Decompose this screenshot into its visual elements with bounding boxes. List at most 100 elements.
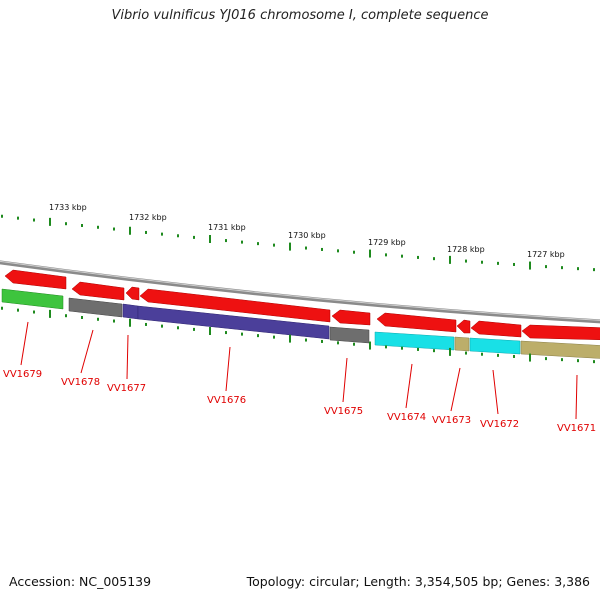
inner-minor-tick xyxy=(113,319,115,323)
inner-minor-tick xyxy=(177,326,179,330)
outer-minor-tick xyxy=(97,225,99,229)
outer-minor-tick xyxy=(193,235,195,239)
inner-minor-tick xyxy=(273,335,275,339)
outer-major-tick xyxy=(369,249,371,258)
inner-minor-tick xyxy=(145,322,147,326)
gene-arrow-reverse[interactable] xyxy=(4,269,67,290)
outer-minor-tick xyxy=(305,246,307,250)
gene-block-vv1671[interactable] xyxy=(520,340,600,359)
inner-major-tick xyxy=(129,318,131,327)
inner-minor-tick xyxy=(1,306,3,310)
outer-minor-tick xyxy=(321,247,323,251)
gene-label-leaders xyxy=(20,321,578,420)
gene-label-vv1678[interactable]: VV1678 xyxy=(61,377,100,388)
outer-minor-tick xyxy=(225,239,227,243)
inner-tick-track xyxy=(1,306,595,364)
outer-minor-tick xyxy=(545,265,547,269)
outer-minor-tick xyxy=(433,257,435,261)
gene-label-vv1677[interactable]: VV1677 xyxy=(107,383,146,394)
outer-minor-tick xyxy=(401,254,403,258)
gene-arrow-reverse[interactable] xyxy=(456,319,471,334)
outer-minor-tick xyxy=(145,230,147,234)
gene-arrow-reverse[interactable] xyxy=(376,312,457,333)
gene-arrow-reverse[interactable] xyxy=(139,288,331,323)
inner-minor-tick xyxy=(81,316,83,320)
scale-label-1733: 1733 kbp xyxy=(49,203,87,212)
gene-label-vv1675[interactable]: VV1675 xyxy=(324,406,363,417)
leader-vv1676 xyxy=(225,346,231,392)
gene-block-vv1672[interactable] xyxy=(469,337,521,355)
gene-label-vv1679[interactable]: VV1679 xyxy=(3,369,42,380)
gene-block-vv1677[interactable] xyxy=(122,303,139,320)
inner-major-tick xyxy=(49,309,51,318)
inner-minor-tick xyxy=(97,317,99,321)
scale-label-1730: 1730 kbp xyxy=(288,231,326,240)
leader-vv1675 xyxy=(342,357,348,403)
inner-minor-tick xyxy=(385,345,387,349)
inner-minor-tick xyxy=(241,332,243,336)
gene-arrow-reverse[interactable] xyxy=(125,286,140,301)
inner-major-tick xyxy=(209,326,211,335)
scale-label-1732: 1732 kbp xyxy=(129,213,167,222)
outer-minor-tick xyxy=(177,234,179,238)
scale-label-1728: 1728 kbp xyxy=(447,245,485,254)
leader-vv1673 xyxy=(450,367,461,412)
inner-minor-tick xyxy=(161,324,163,328)
leader-vv1677 xyxy=(126,334,129,380)
gene-label-vv1672[interactable]: VV1672 xyxy=(480,419,519,430)
leader-vv1672 xyxy=(492,369,499,415)
gene-arrow-reverse[interactable] xyxy=(331,309,371,326)
scale-label-1731: 1731 kbp xyxy=(208,223,246,232)
outer-major-tick xyxy=(209,234,211,243)
outer-minor-tick xyxy=(65,222,67,226)
gene-label-vv1674[interactable]: VV1674 xyxy=(387,412,426,423)
inner-minor-tick xyxy=(481,352,483,356)
outer-minor-tick xyxy=(161,232,163,236)
outer-minor-tick xyxy=(33,218,35,222)
inner-minor-tick xyxy=(321,339,323,343)
outer-minor-tick xyxy=(513,262,515,266)
inner-major-tick xyxy=(529,353,531,362)
outer-minor-tick xyxy=(257,242,259,246)
inner-minor-tick xyxy=(561,358,563,362)
genome-summary-label: Topology: circular; Length: 3,354,505 bp… xyxy=(246,574,590,589)
gene-block-vv1674[interactable] xyxy=(374,331,455,351)
outer-minor-tick xyxy=(273,243,275,247)
outer-major-tick xyxy=(289,242,291,251)
outer-minor-tick xyxy=(17,216,19,220)
gene-block-vv1673[interactable] xyxy=(454,336,470,352)
inner-minor-tick xyxy=(353,342,355,346)
gene-label-vv1673[interactable]: VV1673 xyxy=(432,415,471,426)
gene-block-vv1678[interactable] xyxy=(68,297,123,318)
leader-vv1671 xyxy=(575,374,578,420)
outer-minor-tick xyxy=(577,267,579,271)
gene-category-track xyxy=(1,288,600,359)
gene-block-vv1676[interactable] xyxy=(137,305,330,340)
gene-block-vv1675[interactable] xyxy=(329,326,370,344)
outer-minor-tick xyxy=(1,214,3,218)
inner-minor-tick xyxy=(305,338,307,342)
outer-major-tick xyxy=(49,217,51,226)
inner-minor-tick xyxy=(417,347,419,351)
gene-arrow-reverse[interactable] xyxy=(521,324,600,341)
inner-major-tick xyxy=(369,341,371,350)
inner-minor-tick xyxy=(337,341,339,345)
gene-arrow-reverse[interactable] xyxy=(71,281,125,301)
scale-label-1729: 1729 kbp xyxy=(368,238,406,247)
outer-minor-tick xyxy=(385,253,387,257)
outer-tick-track xyxy=(1,214,595,272)
gene-arrow-reverse[interactable] xyxy=(470,320,522,338)
gene-label-vv1671[interactable]: VV1671 xyxy=(557,423,596,434)
gene-label-vv1676[interactable]: VV1676 xyxy=(207,395,246,406)
inner-minor-tick xyxy=(433,349,435,353)
inner-minor-tick xyxy=(545,357,547,361)
scale-label-1727: 1727 kbp xyxy=(527,250,565,259)
outer-minor-tick xyxy=(561,266,563,270)
inner-minor-tick xyxy=(17,308,19,312)
gene-block-vv1679[interactable] xyxy=(1,288,64,310)
leader-vv1678 xyxy=(80,329,94,374)
inner-minor-tick xyxy=(193,327,195,331)
reverse-strand-track xyxy=(4,269,600,341)
inner-minor-tick xyxy=(401,346,403,350)
